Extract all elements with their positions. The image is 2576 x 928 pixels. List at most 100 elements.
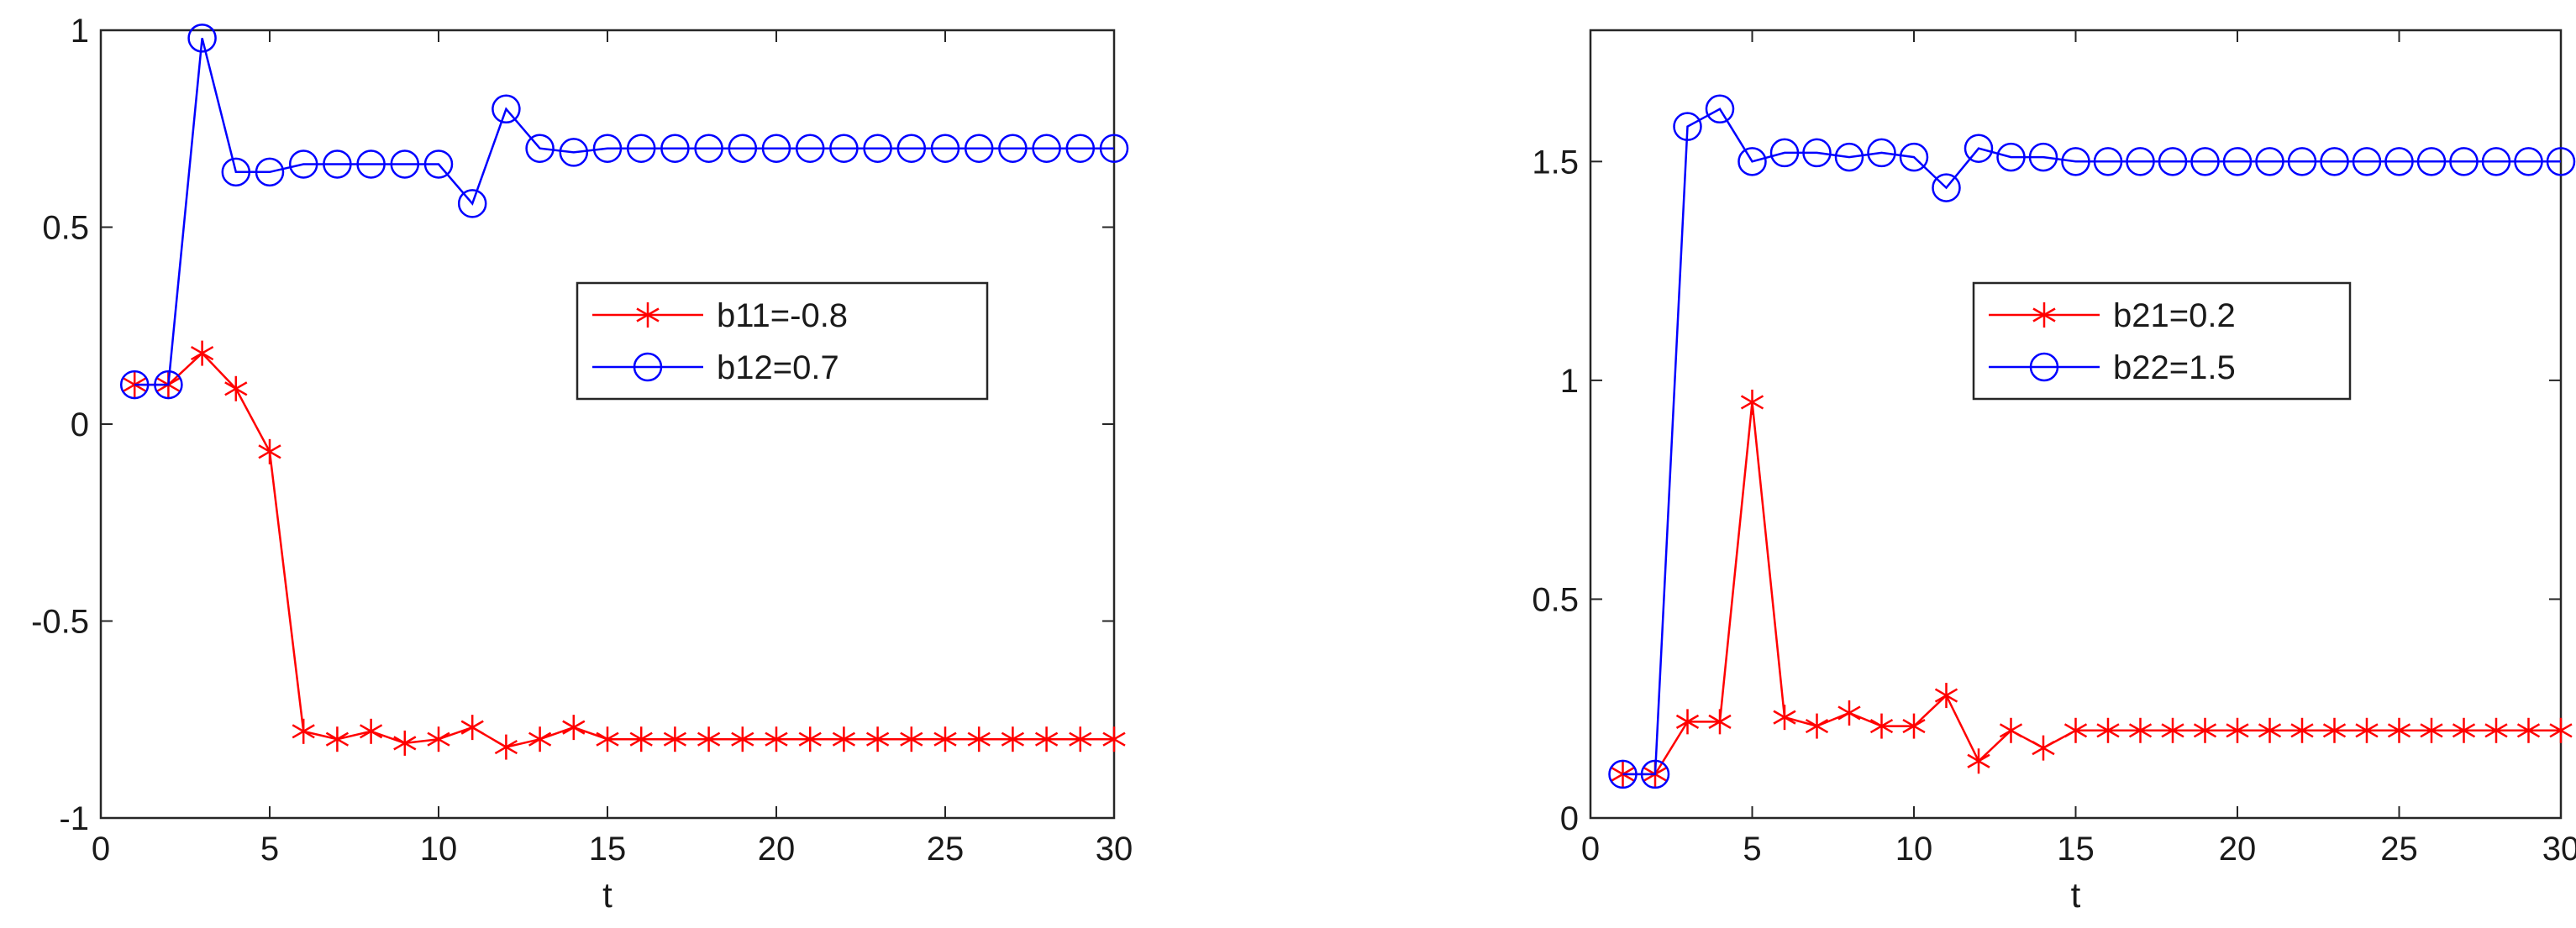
data-point: [221, 157, 251, 187]
circle-marker: [998, 134, 1028, 163]
data-point: [1740, 389, 1764, 415]
y-tick-label: 1: [71, 13, 89, 50]
asterisk-marker: [258, 438, 281, 464]
circle-marker: [694, 134, 723, 163]
circle-marker: [761, 134, 791, 163]
asterisk-marker: [2290, 717, 2314, 743]
data-point: [528, 726, 552, 752]
asterisk-marker: [190, 340, 214, 366]
asterisk-stroke: [663, 731, 687, 747]
asterisk-marker: [2226, 717, 2249, 743]
data-point: [1867, 138, 1896, 168]
x-axis-label: t: [2071, 875, 2081, 915]
right-plot: 0 5 10 15 20 25 30 0 0.5 1 1.5 t b21=0.2 b22=1.5: [1532, 29, 2576, 915]
asterisk-stroke: [596, 731, 619, 747]
asterisk-stroke: [2484, 723, 2508, 738]
data-point: [2416, 147, 2447, 176]
circle-marker: [930, 134, 960, 163]
data-point: [592, 134, 623, 163]
data-point: [427, 726, 450, 752]
data-point: [393, 730, 417, 756]
data-point: [2420, 717, 2443, 743]
asterisk-marker: [731, 726, 754, 752]
asterisk-stroke: [1069, 731, 1092, 747]
asterisk-marker: [1773, 705, 1796, 731]
left-plot: 0 5 10 15 20 25 30 -1 -0.5 0 0.5 1 t b11=-0.8 b12=0.7: [31, 13, 1133, 915]
x-tick-label: 15: [2057, 831, 2095, 868]
data-point: [154, 370, 183, 400]
asterisk-marker: [2484, 717, 2508, 743]
asterisk-stroke: [2258, 723, 2282, 738]
circle-marker: [1737, 147, 1767, 176]
data-point: [1967, 748, 1990, 774]
asterisk-marker: [562, 715, 586, 741]
asterisk-stroke: [967, 731, 991, 747]
asterisk-stroke: [528, 731, 552, 747]
data-point: [1737, 147, 1767, 176]
data-point: [1032, 134, 1061, 163]
data-point: [863, 134, 892, 163]
data-point: [356, 149, 386, 179]
asterisk-marker: [2128, 717, 2153, 743]
asterisk-marker: [1837, 700, 1861, 726]
data-point: [2128, 717, 2153, 743]
legend-box: [1972, 281, 2352, 401]
data-point: [2514, 147, 2543, 176]
asterisk-stroke: [832, 731, 856, 747]
data-point: [2032, 735, 2055, 761]
data-point: [896, 134, 927, 163]
circle-marker: [2384, 147, 2414, 176]
data-point: [795, 134, 825, 163]
data-point: [2546, 147, 2576, 176]
circle-marker: [2320, 147, 2349, 176]
data-point: [2290, 717, 2314, 743]
asterisk-stroke: [1869, 718, 1894, 734]
data-point: [494, 734, 518, 760]
data-point: [1934, 683, 1958, 709]
asterisk-stroke: [1034, 731, 1059, 747]
data-point: [2226, 717, 2249, 743]
asterisk-marker: [1934, 683, 1958, 709]
asterisk-marker: [292, 718, 315, 744]
legend-label: b22=1.5: [2113, 349, 2236, 386]
circle-marker: [154, 370, 183, 400]
data-point: [2355, 717, 2379, 743]
asterisk-marker: [865, 726, 890, 752]
asterisk-stroke: [292, 724, 315, 739]
circle-marker: [2222, 147, 2253, 176]
series-line: [1622, 401, 2561, 776]
circle-marker: [1065, 134, 1096, 163]
asterisk-marker: [1967, 748, 1990, 774]
circle-marker: [423, 149, 454, 179]
asterisk-marker: [2258, 717, 2282, 743]
circle-marker: [1932, 173, 1961, 202]
legend-entry: b21=0.2: [1989, 297, 2236, 334]
circle-marker: [2481, 147, 2511, 176]
data-point: [2481, 147, 2511, 176]
series-line: [1622, 107, 2561, 776]
data-point: [2322, 717, 2347, 743]
circle-marker: [863, 134, 892, 163]
asterisk-marker: [2193, 717, 2217, 743]
circle-marker: [2352, 147, 2382, 176]
circle-marker: [492, 94, 521, 124]
circle-marker: [1032, 134, 1061, 163]
legend-entry: b11=-0.8: [592, 297, 848, 334]
asterisk-stroke: [731, 731, 754, 747]
y-tick-label: 1.5: [1532, 144, 1579, 181]
data-point: [2190, 147, 2220, 176]
x-tick-label: 10: [1895, 831, 1933, 868]
series-line: [134, 38, 1114, 386]
data-point: [2387, 717, 2411, 743]
circle-marker: [633, 352, 663, 382]
asterisk-marker: [967, 726, 991, 752]
circle-marker: [119, 370, 150, 400]
x-tick-label: 15: [589, 831, 627, 868]
asterisk-stroke: [1708, 714, 1732, 729]
circle-marker: [390, 149, 420, 179]
data-point: [998, 134, 1028, 163]
data-point: [2258, 717, 2282, 743]
data-point: [2452, 717, 2476, 743]
data-point: [1099, 134, 1129, 163]
